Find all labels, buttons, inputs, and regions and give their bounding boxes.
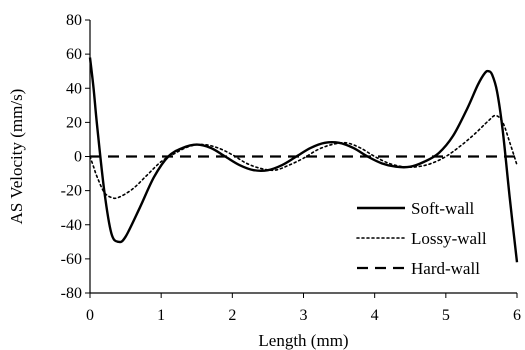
x-tick-label: 5 [442,307,450,324]
x-tick-label: 1 [157,307,165,324]
y-tick-label: -60 [61,251,82,268]
legend-label-hard-wall: Hard-wall [411,259,480,278]
x-tick-label: 4 [371,307,379,324]
y-tick-label: 0 [74,149,82,166]
series-lines [88,57,519,263]
x-axis-ticks: 0 1 2 3 4 5 6 [86,293,521,324]
series-line-soft-wall [88,57,519,263]
y-tick-label: -20 [61,183,82,200]
y-axis-ticks: -80 -60 -40 -20 0 20 40 60 80 [61,12,90,302]
y-tick-label: 60 [66,46,82,63]
x-axis-label: Length (mm) [258,331,348,350]
y-tick-label: -80 [61,285,82,302]
x-tick-label: 2 [228,307,236,324]
legend-label-soft-wall: Soft-wall [411,199,475,218]
y-tick-label: 80 [66,12,82,29]
y-axis-label: AS Velocity (mm/s) [7,89,26,225]
x-tick-label: 0 [86,307,94,324]
y-tick-label: -40 [61,217,82,234]
legend-label-lossy-wall: Lossy-wall [411,229,487,248]
x-tick-label: 6 [513,307,521,324]
y-tick-label: 40 [66,80,82,97]
x-tick-label: 3 [300,307,308,324]
legend: Soft-wall Lossy-wall Hard-wall [356,199,487,278]
series-line-lossy-wall [89,114,518,200]
y-tick-label: 20 [66,114,82,131]
